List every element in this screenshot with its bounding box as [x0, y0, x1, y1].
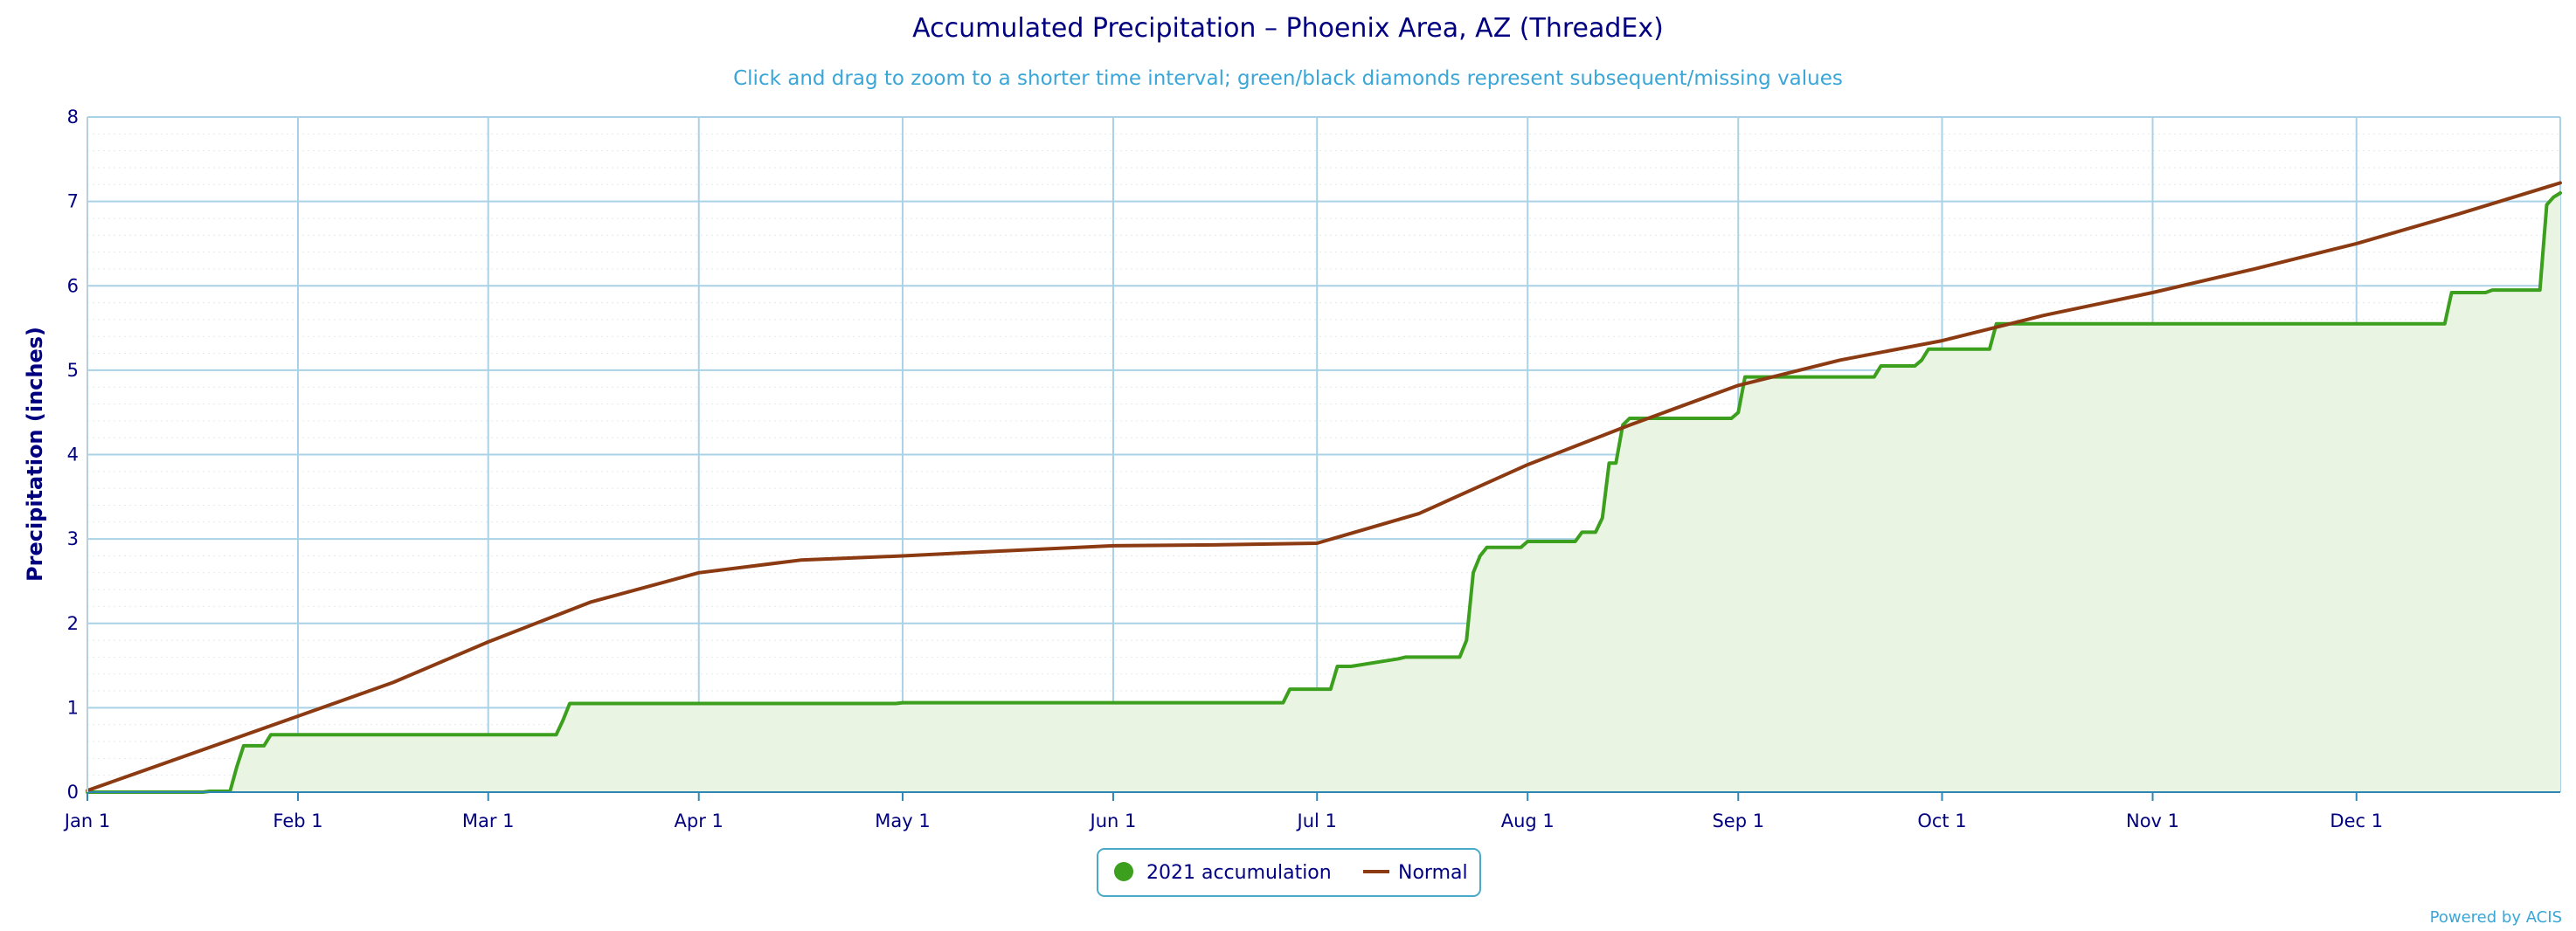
y-axis-ticks: 0 1 2 3 4 5 6 7 8	[67, 107, 79, 803]
x-tick-label: Jun 1	[1089, 810, 1137, 831]
x-axis-ticks: Jan 1 Feb 1 Mar 1 Apr 1 May 1 Jun 1 Jul 1 Aug 1…	[63, 792, 2383, 831]
chart-title: Accumulated Precipitation – Phoenix Area…	[912, 13, 1664, 44]
axes	[87, 117, 2560, 793]
y-tick-label: 0	[67, 782, 79, 803]
legend-label-normal: Normal	[1398, 862, 1468, 884]
series-area-0	[87, 193, 2560, 792]
y-tick-label: 1	[67, 697, 79, 718]
x-tick-label: Aug 1	[1501, 810, 1555, 831]
x-tick-label: Feb 1	[273, 810, 322, 831]
x-tick-label: Nov 1	[2126, 810, 2179, 831]
y-tick-label: 4	[67, 445, 79, 466]
y-axis-title: Precipitation (inches)	[23, 327, 47, 582]
series-lines	[86, 181, 2562, 794]
x-tick-label: Jul 1	[1296, 810, 1337, 831]
y-tick-label: 7	[67, 191, 79, 212]
x-tick-label: Dec 1	[2330, 810, 2383, 831]
x-tick-label: Apr 1	[675, 810, 724, 831]
y-tick-label: 6	[67, 275, 79, 296]
x-tick-label: Mar 1	[462, 810, 515, 831]
legend-item-2021[interactable]: 2021 accumulation	[1114, 862, 1332, 884]
series-line-0[interactable]	[86, 191, 2562, 794]
series-line-1[interactable]	[86, 181, 2562, 793]
legend-box	[1097, 848, 1481, 897]
legend-label-2021: 2021 accumulation	[1146, 862, 1332, 884]
y-tick-label: 8	[67, 107, 79, 128]
x-tick-label: Oct 1	[1917, 810, 1966, 831]
x-tick-label: May 1	[875, 810, 930, 831]
y-tick-label: 2	[67, 613, 79, 634]
legend[interactable]: 2021 accumulation Normal	[1097, 848, 1481, 897]
y-tick-label: 3	[67, 528, 79, 549]
chart-subtitle: Click and drag to zoom to a shorter time…	[733, 67, 1843, 90]
legend-item-normal[interactable]: Normal	[1363, 862, 1468, 884]
legend-marker-2021-icon	[1114, 862, 1133, 881]
accumulation-area	[87, 193, 2560, 792]
y-tick-label: 5	[67, 360, 79, 381]
x-tick-label: Sep 1	[1712, 810, 1764, 831]
powered-by-credit[interactable]: Powered by ACIS	[2430, 908, 2562, 927]
x-tick-label: Jan 1	[63, 810, 110, 831]
